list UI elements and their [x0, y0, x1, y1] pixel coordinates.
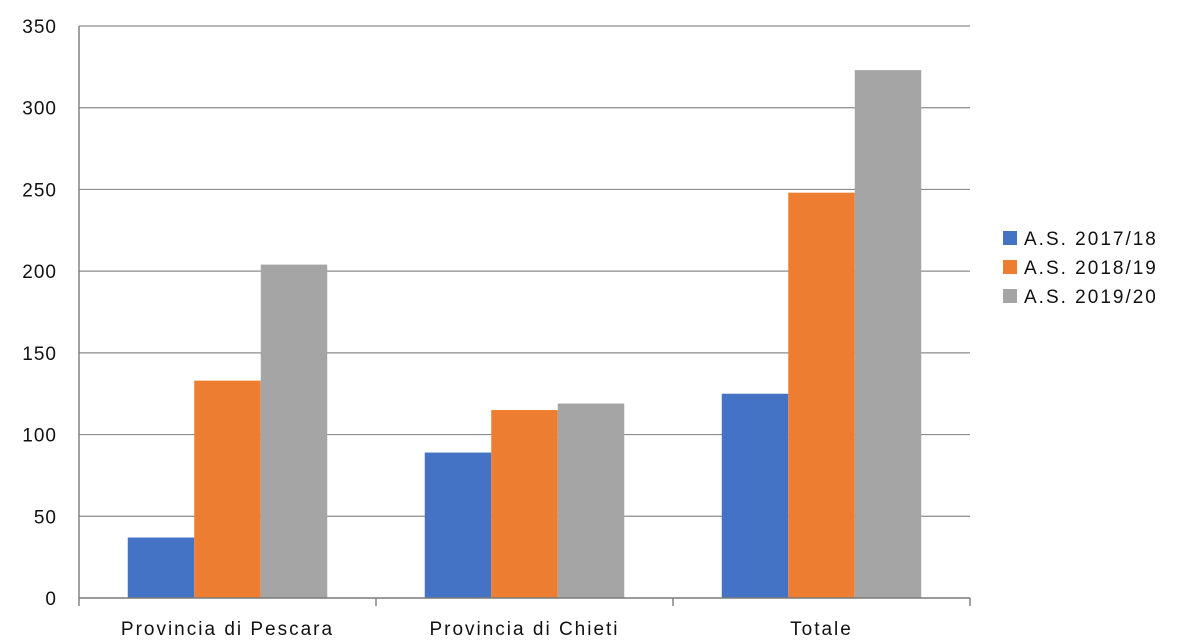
legend-label-1: A.S. 2017/18: [1024, 229, 1158, 250]
bar-3-1: [721, 393, 789, 598]
y-tick-label-350: 350: [22, 17, 57, 38]
y-tick-label-250: 250: [22, 180, 57, 201]
bar-1-2: [194, 380, 261, 598]
bars: [127, 70, 922, 598]
y-tick-label-100: 100: [22, 426, 57, 447]
legend: A.S. 2017/18 A.S. 2018/19 A.S. 2019/20: [1003, 229, 1158, 308]
legend-swatch-2: [1003, 260, 1017, 274]
axes: 0 50 100 150 200 250 300 350 Provincia di Pescar…: [22, 17, 971, 640]
legend-swatch-1: [1003, 231, 1017, 245]
y-tick-label-200: 200: [22, 262, 57, 283]
bar-1-1: [127, 537, 195, 598]
bar-2-3: [557, 403, 625, 598]
x-category-label-2: Provincia di Chieti: [429, 619, 619, 640]
x-category-label-3: Totale: [790, 619, 853, 640]
legend-label-3: A.S. 2019/20: [1024, 287, 1158, 308]
legend-swatch-3: [1003, 289, 1017, 303]
bar-3-3: [854, 70, 922, 598]
y-tick-label-300: 300: [22, 99, 57, 120]
legend-label-2: A.S. 2018/19: [1024, 258, 1158, 279]
x-category-label-1: Provincia di Pescara: [121, 619, 334, 640]
y-tick-label-50: 50: [34, 507, 57, 528]
bar-1-3: [260, 264, 328, 598]
y-tick-label-150: 150: [22, 344, 57, 365]
bar-2-2: [491, 410, 558, 598]
bar-2-1: [424, 452, 492, 598]
bar-3-2: [788, 192, 855, 598]
y-tick-label-0: 0: [45, 589, 57, 610]
